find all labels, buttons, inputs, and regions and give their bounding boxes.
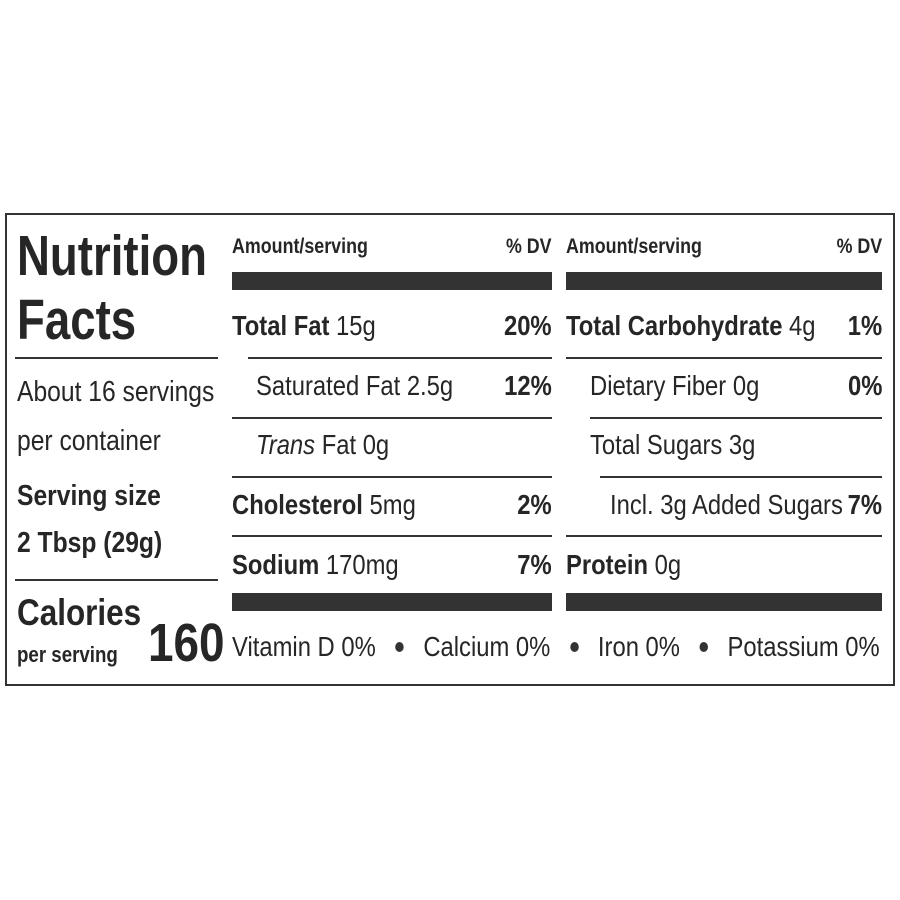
dv-header: % DV bbox=[836, 235, 883, 258]
bullet bbox=[699, 642, 708, 652]
nutrient-row: Protein 0g bbox=[566, 545, 882, 585]
nutrient-name: Total Carbohydrate bbox=[566, 310, 783, 341]
nutrient-name: Incl. 3g Added Sugars bbox=[610, 489, 843, 520]
divider bbox=[232, 476, 552, 478]
thick-bar bbox=[566, 593, 882, 611]
nutrient-amount: 0g bbox=[654, 549, 682, 580]
nutrient-row: Sodium 170mg 7% bbox=[232, 545, 552, 585]
thick-bar bbox=[566, 272, 882, 290]
servings-line: About 16 servings bbox=[17, 376, 215, 408]
calories-value: 160 bbox=[148, 613, 225, 673]
nutrient-name: Protein bbox=[566, 549, 648, 580]
divider bbox=[566, 535, 882, 537]
servings-line: per container bbox=[17, 425, 161, 457]
divider bbox=[15, 579, 218, 581]
vitamin: Calcium 0% bbox=[423, 631, 551, 662]
bullet bbox=[569, 642, 579, 652]
vitamin: Vitamin D 0% bbox=[232, 631, 376, 662]
nutrient-row: Saturated Fat 2.5g 12% bbox=[256, 366, 552, 406]
nutrient-name-italic: Trans bbox=[256, 429, 316, 460]
vitamin: Iron 0% bbox=[597, 631, 680, 662]
serving-size-value: 2 Tbsp (29g) bbox=[17, 527, 163, 559]
divider bbox=[566, 357, 882, 359]
nutrient-amount: 170mg bbox=[325, 549, 399, 580]
nutrient-name: Total Fat bbox=[232, 310, 330, 341]
nutrient-name: Saturated Fat 2.5g bbox=[256, 370, 454, 401]
thick-bar bbox=[232, 272, 552, 290]
nutrient-dv: 12% bbox=[504, 370, 552, 401]
nutrient-dv: 7% bbox=[517, 549, 552, 580]
nutrient-dv: 7% bbox=[847, 489, 882, 520]
nutrient-amount: 4g bbox=[789, 310, 816, 341]
thick-bar bbox=[232, 593, 552, 611]
calories-label: Calories bbox=[17, 592, 142, 633]
nutrient-name: Cholesterol bbox=[232, 489, 363, 520]
nutrient-name: Total Sugars 3g bbox=[590, 429, 756, 460]
bullet bbox=[395, 642, 404, 652]
nutrient-row: Cholesterol 5mg 2% bbox=[232, 485, 552, 525]
column-header: Amount/serving % DV bbox=[566, 227, 882, 267]
nutrient-dv: 20% bbox=[503, 310, 552, 341]
nutrient-row: Total Carbohydrate 4g 1% bbox=[566, 306, 882, 346]
dv-header: % DV bbox=[505, 235, 552, 258]
divider bbox=[232, 417, 552, 419]
nutrient-name: Sodium bbox=[232, 549, 320, 580]
nutrient-amount: 5mg bbox=[369, 489, 416, 520]
divider bbox=[600, 476, 882, 478]
amount-header: Amount/serving bbox=[232, 235, 368, 258]
nutrient-row: Total Fat 15g 20% bbox=[232, 306, 552, 346]
column-header: Amount/serving % DV bbox=[232, 227, 552, 267]
vitamin: Potassium 0% bbox=[727, 631, 880, 662]
divider bbox=[248, 357, 552, 359]
nutrient-name: Dietary Fiber 0g bbox=[590, 370, 760, 401]
vitamins-row: Vitamin D 0% Calcium 0% Iron 0% Potassiu… bbox=[232, 627, 880, 667]
label-border bbox=[5, 213, 895, 686]
nutrient-row: Dietary Fiber 0g 0% bbox=[590, 366, 882, 406]
divider bbox=[590, 417, 882, 419]
nutrient-dv: 1% bbox=[847, 310, 883, 341]
nutrient-amount: 15g bbox=[336, 310, 376, 341]
nutrient-row: Incl. 3g Added Sugars 7% bbox=[610, 485, 882, 525]
nutrient-dv: 0% bbox=[848, 370, 883, 401]
title: Nutrition Facts bbox=[17, 224, 207, 352]
nutrient-dv: 2% bbox=[517, 489, 552, 520]
nutrient-row: Trans Fat 0g bbox=[256, 425, 552, 465]
divider bbox=[232, 535, 552, 537]
amount-header: Amount/serving bbox=[566, 235, 702, 258]
nutrient-name: Fat 0g bbox=[321, 429, 390, 460]
divider bbox=[15, 357, 218, 359]
calories-sublabel: per serving bbox=[17, 642, 118, 667]
serving-size-label: Serving size bbox=[17, 480, 161, 512]
nutrient-row: Total Sugars 3g bbox=[590, 425, 882, 465]
